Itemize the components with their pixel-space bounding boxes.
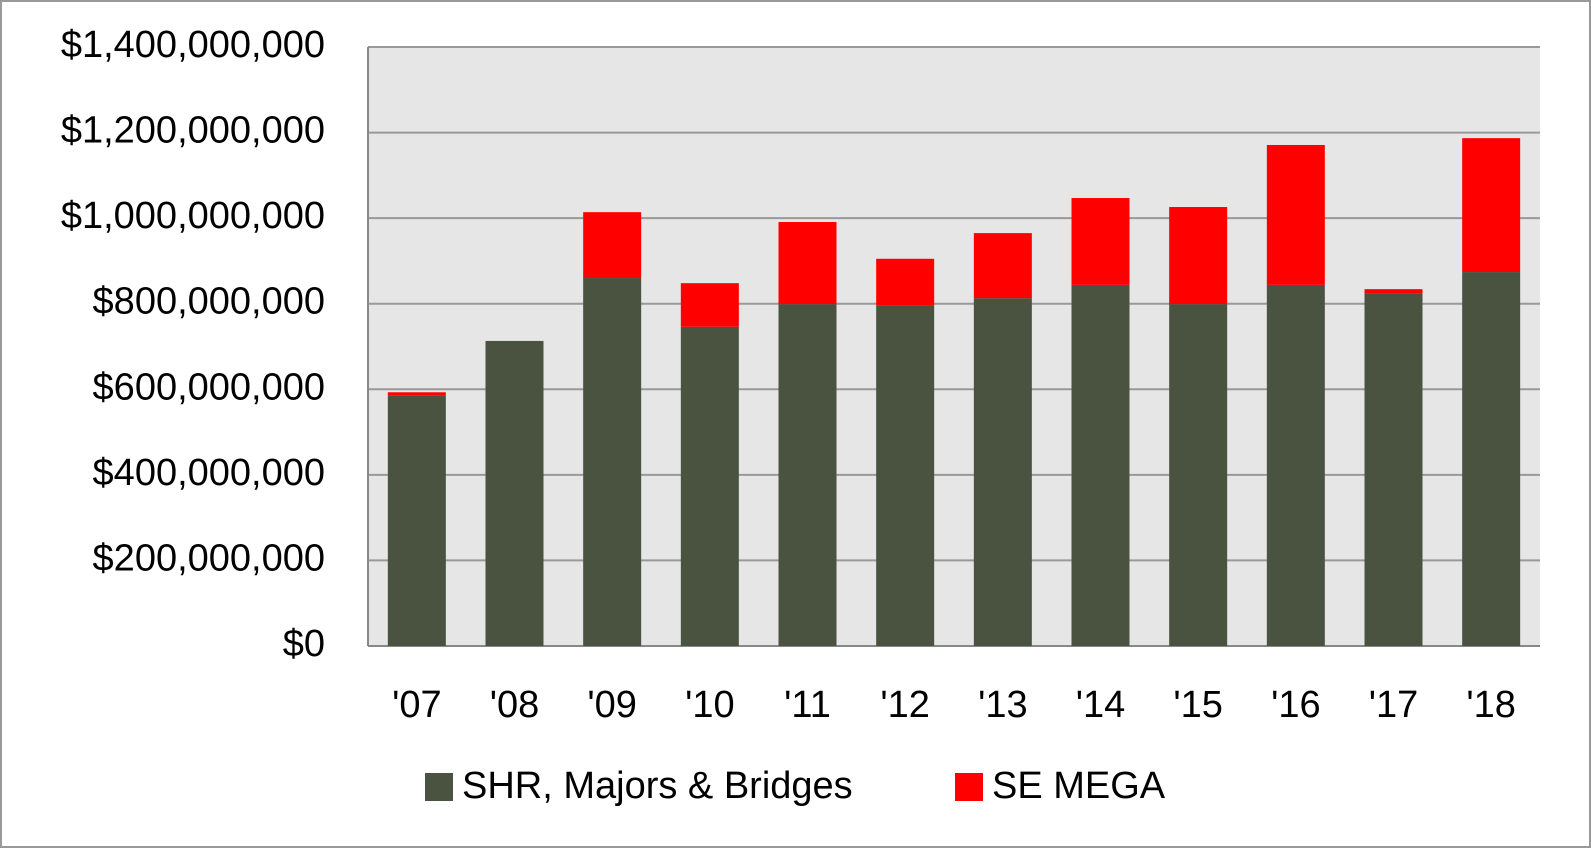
bar-segment xyxy=(1169,207,1228,305)
bar-segment xyxy=(1462,138,1521,273)
x-tick-label: '10 xyxy=(685,684,735,726)
x-tick-label: '11 xyxy=(784,684,831,726)
bar-segment xyxy=(387,392,446,396)
bar-segment xyxy=(973,298,1032,646)
x-tick-label: '17 xyxy=(1369,684,1419,726)
y-tick-label: $600,000,000 xyxy=(93,366,325,408)
bar-segment xyxy=(876,258,935,306)
x-tick-label: '09 xyxy=(587,684,637,726)
bar-segment xyxy=(876,305,935,646)
bar-segment xyxy=(583,278,642,646)
x-tick-label: '18 xyxy=(1466,684,1516,726)
bar-segment xyxy=(778,221,837,305)
bar-segment xyxy=(1462,272,1521,646)
bar-segment xyxy=(1071,198,1130,285)
x-tick-label: '15 xyxy=(1173,684,1223,726)
bar-segment xyxy=(1266,144,1325,285)
legend-swatch xyxy=(425,773,453,801)
x-tick-label: '07 xyxy=(392,684,442,726)
bar-segment xyxy=(1364,293,1423,646)
legend-swatch xyxy=(955,773,983,801)
x-tick-label: '14 xyxy=(1076,684,1126,726)
x-tick-label: '13 xyxy=(978,684,1028,726)
bar-segment xyxy=(1364,289,1423,294)
bar-segment xyxy=(778,304,837,646)
y-tick-label: $0 xyxy=(283,623,325,665)
plot-area xyxy=(368,47,1540,646)
y-tick-label: $400,000,000 xyxy=(93,452,325,494)
y-tick-label: $1,400,000,000 xyxy=(61,24,325,66)
bar-segment xyxy=(1169,304,1228,646)
legend-label: SHR, Majors & Bridges xyxy=(462,765,853,807)
bar-segment xyxy=(680,326,739,646)
y-tick-label: $1,000,000,000 xyxy=(61,195,325,237)
bar-segment xyxy=(387,395,446,646)
bar-segment xyxy=(680,283,739,327)
x-tick-label: '08 xyxy=(490,684,540,726)
bar-segment xyxy=(1071,284,1130,646)
bar-segment xyxy=(973,233,1032,299)
y-tick-label: $200,000,000 xyxy=(93,537,325,579)
legend-label: SE MEGA xyxy=(992,765,1166,807)
bar-segment xyxy=(1266,284,1325,646)
x-tick-label: '16 xyxy=(1271,684,1321,726)
bar-segment xyxy=(583,212,642,279)
y-tick-label: $800,000,000 xyxy=(93,281,325,323)
bar-segment xyxy=(485,340,544,646)
y-tick-label: $1,200,000,000 xyxy=(61,110,325,152)
x-tick-label: '12 xyxy=(880,684,930,726)
